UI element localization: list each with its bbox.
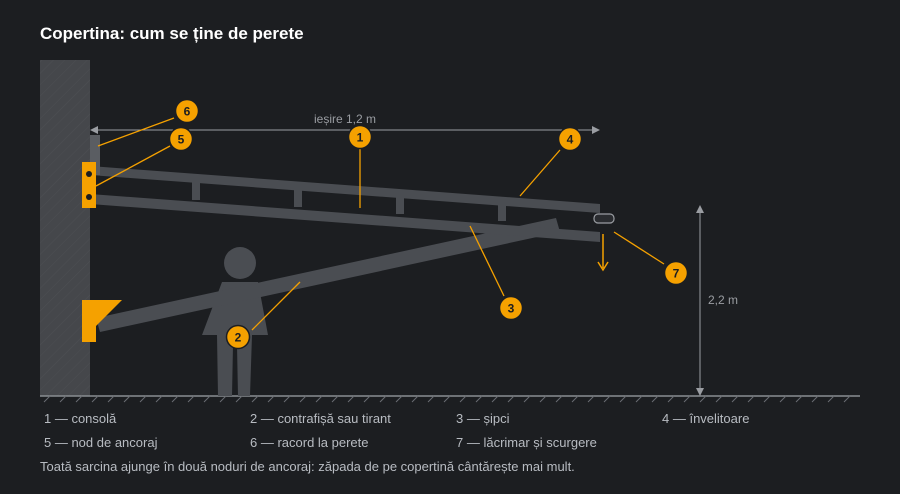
svg-text:6: 6 (184, 105, 191, 119)
width-dimension-label: ieșire 1,2 m (314, 112, 376, 126)
ground-hatch-tick (395, 395, 403, 403)
legend-item-1: 1 — consolă (44, 411, 117, 426)
svg-text:7: 7 (673, 267, 680, 281)
legend-item-3: 3 — șipci (456, 411, 510, 426)
ground-hatch-tick (267, 395, 275, 403)
width-dimension (90, 126, 600, 134)
ground-hatch-tick (123, 395, 131, 403)
svg-text:5: 5 (178, 133, 185, 147)
ground-hatch-tick (667, 395, 675, 403)
roof-covering (90, 166, 600, 213)
ground-hatch-tick (635, 395, 643, 403)
ground-hatch-tick (651, 395, 659, 403)
ground-hatch-tick (555, 395, 563, 403)
ground-hatch-tick (507, 395, 515, 403)
legend-item-4: 4 — învelitoare (662, 411, 750, 426)
ground-hatch-tick (795, 395, 803, 403)
svg-text:2: 2 (235, 331, 242, 345)
ground-hatch-tick (139, 395, 147, 403)
wall-connection-flashing (90, 135, 100, 175)
ground-hatch-tick (107, 395, 115, 403)
ground-hatch-tick (235, 395, 243, 403)
marker-4: 4 (557, 126, 583, 152)
svg-text:3: 3 (508, 302, 515, 316)
battens (192, 182, 506, 221)
ground-hatch-tick (811, 395, 819, 403)
brace-strut (96, 218, 560, 332)
marker-3: 3 (498, 295, 524, 321)
ground-hatch-tick (363, 395, 371, 403)
ground-hatch-tick (539, 395, 547, 403)
ground-hatch-tick (251, 395, 259, 403)
ground-hatch-tick (475, 395, 483, 403)
ground-hatch-tick (699, 395, 707, 403)
ground-hatch-tick (491, 395, 499, 403)
ground-hatch-tick (379, 395, 387, 403)
person-silhouette (202, 247, 268, 396)
ground-hatch-tick (411, 395, 419, 403)
svg-text:1: 1 (357, 131, 364, 145)
marker-1: 1 (347, 124, 373, 150)
bottom-anchor-bracket (82, 300, 122, 342)
ground-hatch-tick (347, 395, 355, 403)
ground-hatch-tick (523, 395, 531, 403)
marker-5: 5 (168, 126, 194, 152)
ground-hatch-tick (171, 395, 179, 403)
wall (40, 60, 90, 396)
leader-lines (95, 117, 665, 331)
legend-item-7: 7 — lăcrimar și scurgere (456, 435, 597, 450)
page-title: Copertina: cum se ține de perete (40, 24, 304, 43)
drip-edge (593, 213, 615, 272)
marker-6: 6 (174, 98, 200, 124)
ground-line (40, 395, 860, 403)
ground-hatch-tick (315, 395, 323, 403)
ground-hatch-tick (843, 395, 851, 403)
ground-hatch-tick (731, 395, 739, 403)
height-dimension (696, 205, 704, 396)
ground-hatch-tick (299, 395, 307, 403)
ground-hatch-tick (827, 395, 835, 403)
height-dimension-label: 2,2 m (708, 293, 738, 307)
legend-item-2: 2 — contrafișă sau tirant (250, 411, 391, 426)
ground-hatch-tick (443, 395, 451, 403)
ground-hatch-tick (59, 395, 67, 403)
ground-hatch-tick (331, 395, 339, 403)
ground-hatch-tick (219, 395, 227, 403)
legend-item-5: 5 — nod de ancoraj (44, 435, 158, 450)
ground-hatch-tick (603, 395, 611, 403)
ground-hatch-tick (747, 395, 755, 403)
marker-2: 2 (225, 324, 251, 350)
ground-hatch-tick (571, 395, 579, 403)
ground-hatch-tick (459, 395, 467, 403)
marker-7: 7 (663, 260, 689, 286)
legend-item-6: 6 — racord la perete (250, 435, 369, 450)
ground-hatch-tick (203, 395, 211, 403)
ground-hatch-tick (91, 395, 99, 403)
ground-hatch-tick (763, 395, 771, 403)
ground-hatch-tick (75, 395, 83, 403)
svg-text:4: 4 (567, 133, 574, 147)
ground-hatch-tick (587, 395, 595, 403)
footer-note: Toată sarcina ajunge în două noduri de a… (40, 459, 575, 474)
ground-hatch-tick (43, 395, 51, 403)
ground-hatch-tick (779, 395, 787, 403)
top-anchor-plate (82, 162, 96, 208)
ground-hatch-tick (715, 395, 723, 403)
ground-hatch-tick (283, 395, 291, 403)
ground-hatch-tick (683, 395, 691, 403)
ground-hatch-tick (427, 395, 435, 403)
ground-hatch-tick (187, 395, 195, 403)
ground-hatch-tick (619, 395, 627, 403)
ground-hatch-tick (155, 395, 163, 403)
